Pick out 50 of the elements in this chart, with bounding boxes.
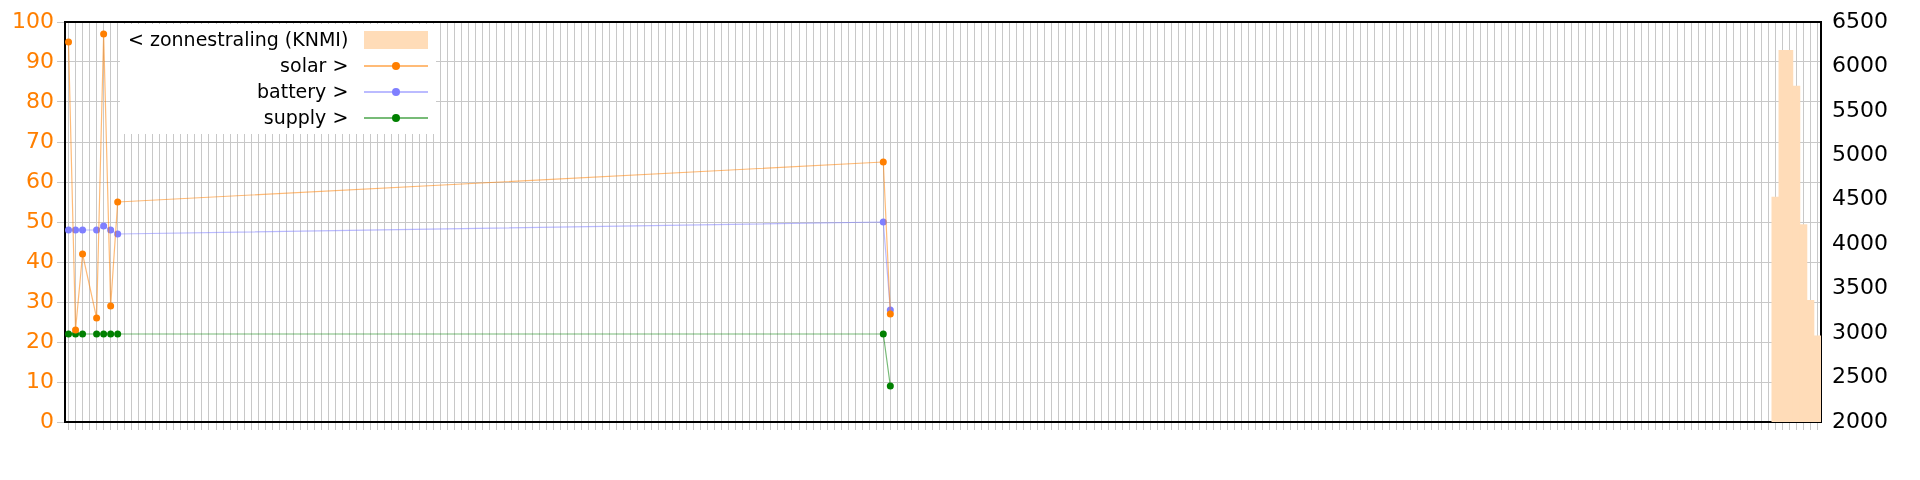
y2-tick-label: 2500 <box>1832 363 1888 389</box>
point <box>107 330 115 338</box>
y2-tick-label: 4500 <box>1832 185 1888 211</box>
y-tick-label: 60 <box>26 167 54 193</box>
legend-label: supply > <box>262 106 349 130</box>
point <box>93 330 101 338</box>
point <box>886 310 894 318</box>
y-tick-label: 20 <box>26 327 54 353</box>
y-tick-label: 50 <box>26 207 54 233</box>
point <box>79 250 87 258</box>
y2-tick-label: 4000 <box>1832 229 1888 255</box>
point <box>93 226 101 234</box>
y-tick-label: 40 <box>26 247 54 273</box>
point <box>879 330 887 338</box>
point <box>114 230 122 238</box>
legend-label: solar > <box>279 54 349 78</box>
point <box>65 38 73 46</box>
point <box>72 326 80 334</box>
y-tick-label: 0 <box>40 407 54 433</box>
y-tick-label: 100 <box>12 7 54 33</box>
point <box>65 226 73 234</box>
y-tick-label: 80 <box>26 87 54 113</box>
y2-tick-label: 3500 <box>1832 274 1888 300</box>
y2-tick-label: 6000 <box>1832 52 1888 78</box>
point <box>72 226 80 234</box>
point <box>93 314 101 322</box>
legend-label: battery > <box>256 80 349 104</box>
point <box>879 158 887 166</box>
y2-tick-label: 6500 <box>1832 7 1888 33</box>
y-tick-label: 30 <box>26 287 54 313</box>
y2-tick-label: 5000 <box>1832 141 1888 167</box>
y-tick-label: 10 <box>26 367 54 393</box>
y-tick-label: 90 <box>26 47 54 73</box>
y2-tick-label: 5500 <box>1832 96 1888 122</box>
point <box>65 330 73 338</box>
point <box>114 330 122 338</box>
point <box>100 222 108 230</box>
y-tick-label: 70 <box>26 127 54 153</box>
point <box>100 330 108 338</box>
point <box>100 30 108 38</box>
point <box>79 330 87 338</box>
point <box>107 226 115 234</box>
point <box>886 382 894 390</box>
y2-tick-label: 2000 <box>1832 407 1888 433</box>
point <box>114 198 122 206</box>
legend-label: < zonnestraling (KNMI) <box>128 28 349 52</box>
point <box>79 226 87 234</box>
y2-tick-label: 3000 <box>1832 318 1888 344</box>
point <box>879 218 887 226</box>
point <box>107 302 115 310</box>
